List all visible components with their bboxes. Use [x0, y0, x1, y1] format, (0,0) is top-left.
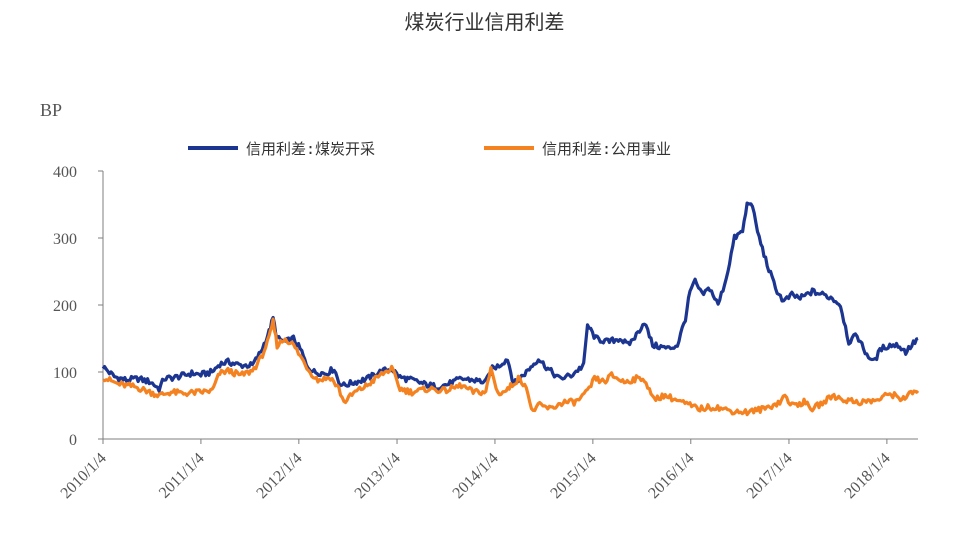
x-tick-label: 2017/1/4 — [744, 450, 796, 502]
x-tick-label: 2012/1/4 — [253, 450, 305, 502]
x-tick-label: 2018/1/4 — [841, 450, 893, 502]
x-tick-label: 2016/1/4 — [645, 450, 697, 502]
x-tick-label: 2014/1/4 — [450, 450, 502, 502]
x-tick-label: 2011/1/4 — [156, 450, 208, 502]
legend-label-1: 信用利差:煤炭开采 — [246, 140, 375, 158]
y-tick-label: 400 — [53, 164, 77, 181]
plot-area — [101, 201, 920, 417]
y-axis-label: BP — [40, 100, 62, 120]
page-title: 煤炭行业信用利差 — [404, 10, 565, 34]
x-tick-label: 2015/1/4 — [547, 450, 599, 502]
series-line-2 — [102, 317, 920, 417]
y-tick-label: 300 — [53, 231, 77, 248]
series-line-1 — [101, 201, 919, 393]
legend: 信用利差:煤炭开采 信用利差:公用事业 — [188, 140, 671, 158]
axes: 0 100 200 300 400 2010/1/4 2011/1/4 2012/1/4 201… — [53, 164, 918, 502]
x-tick-label: 2010/1/4 — [58, 450, 110, 502]
y-tick-label: 200 — [53, 298, 77, 315]
y-tick-label: 0 — [69, 432, 77, 449]
y-tick-label: 100 — [53, 365, 77, 382]
legend-label-2: 信用利差:公用事业 — [542, 140, 671, 158]
x-tick-label: 2013/1/4 — [352, 450, 404, 502]
